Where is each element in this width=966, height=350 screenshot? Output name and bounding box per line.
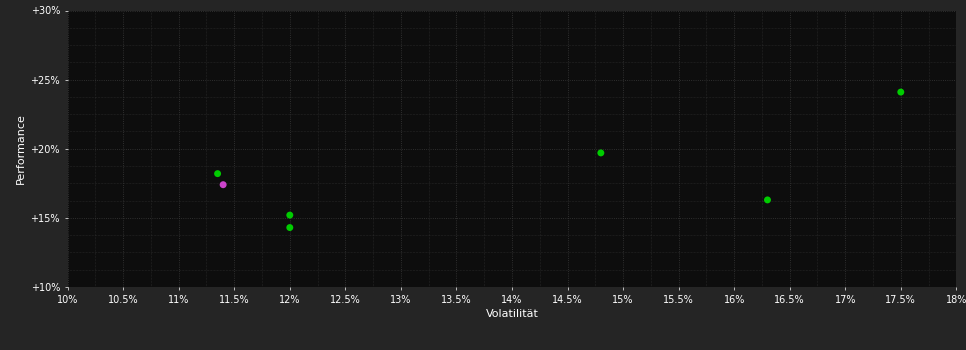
Point: [282, 212, 298, 218]
Y-axis label: Performance: Performance: [16, 113, 26, 184]
Point: [593, 150, 609, 156]
Point: [760, 197, 776, 203]
X-axis label: Volatilität: Volatilität: [486, 309, 538, 319]
Point: [215, 182, 231, 188]
Point: [210, 171, 225, 176]
Point: [282, 225, 298, 230]
Point: [894, 89, 909, 95]
